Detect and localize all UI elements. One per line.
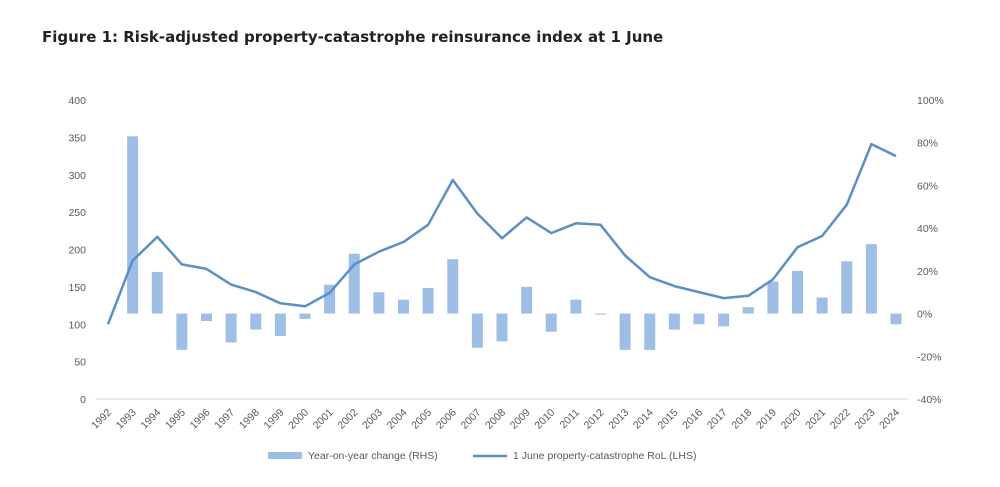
x-tick-label: 2022	[828, 407, 853, 432]
bar-2002	[348, 253, 360, 314]
x-tick-label: 2002	[335, 407, 360, 432]
legend: Year-on-year change (RHS) 1 June propert…	[268, 450, 696, 462]
right-tick-label: 60%	[917, 180, 938, 192]
right-axis-ticks: -40% -20% 0% 20% 40% 60% 80% 100%	[917, 95, 944, 406]
left-tick-label: 350	[68, 132, 86, 144]
bar-1998	[250, 313, 262, 330]
bar-2001	[324, 284, 336, 314]
x-tick-label: 2019	[754, 407, 779, 432]
x-tick-label: 1998	[237, 407, 262, 432]
bar-2009	[521, 286, 533, 314]
x-tick-label: 2018	[729, 407, 754, 432]
bar-2021	[816, 297, 828, 314]
right-tick-label: 80%	[917, 138, 938, 150]
rol-line-series	[106, 142, 897, 325]
bar-1995	[176, 313, 188, 350]
bar-2000	[299, 313, 311, 319]
bar-2023	[865, 244, 877, 314]
bar-1997	[225, 313, 237, 343]
x-tick-label: 2008	[483, 407, 508, 432]
bar-1999	[274, 313, 286, 336]
x-tick-label: 2024	[877, 407, 902, 432]
x-tick-label: 2006	[434, 407, 459, 432]
legend-bar-swatch	[268, 452, 302, 459]
x-tick-label: 1992	[89, 407, 114, 432]
legend-line-label: 1 June property-catastrophe RoL (LHS)	[513, 450, 696, 462]
x-tick-label: 2016	[680, 407, 705, 432]
bar-2010	[545, 313, 557, 332]
x-tick-label: 2014	[631, 407, 656, 432]
bar-2018	[742, 307, 754, 314]
bar-2015	[668, 313, 680, 330]
bar-2005	[422, 287, 434, 314]
x-tick-label: 2013	[606, 407, 631, 432]
x-tick-label: 2023	[852, 407, 877, 432]
bar-2019	[767, 281, 779, 314]
bar-1993	[127, 136, 139, 314]
bar-2003	[373, 292, 385, 314]
left-axis-ticks: 0 50 100 150 200 250 300 350 400	[68, 95, 86, 406]
x-tick-label: 1993	[114, 407, 139, 432]
bar-2013	[619, 313, 631, 350]
x-tick-label: 2012	[582, 407, 607, 432]
bar-2017	[718, 313, 730, 327]
x-axis-ticks: 1992 1993 1994 1995 1996 1997 1998 1999 2000 2001…	[89, 407, 902, 432]
bar-2022	[841, 261, 853, 314]
bar-2004	[398, 299, 409, 314]
bar-1994	[151, 271, 163, 314]
x-tick-label: 2007	[458, 407, 483, 432]
x-tick-label: 2011	[558, 407, 583, 432]
bar-2008	[496, 313, 508, 342]
x-tick-label: 1996	[188, 407, 213, 432]
left-tick-label: 50	[74, 357, 86, 369]
bar-2007	[471, 313, 483, 348]
left-tick-label: 250	[68, 207, 86, 219]
x-tick-label: 2020	[779, 407, 804, 432]
chart-title: Figure 1: Risk-adjusted property-catastr…	[42, 28, 664, 46]
bar-2020	[792, 270, 803, 314]
x-tick-label: 2000	[286, 407, 311, 432]
left-tick-label: 300	[68, 170, 86, 182]
bar-1996	[201, 313, 212, 322]
x-tick-label: 2009	[508, 407, 533, 432]
left-tick-label: 150	[68, 282, 86, 294]
x-tick-label: 2010	[532, 407, 557, 432]
bar-2006	[447, 259, 459, 314]
x-tick-label: 2017	[705, 407, 730, 432]
left-tick-label: 400	[68, 95, 86, 107]
legend-bar-label: Year-on-year change (RHS)	[308, 450, 438, 462]
bar-2012	[595, 313, 606, 315]
bar-2016	[693, 313, 705, 325]
bar-series	[127, 136, 902, 350]
x-tick-label: 2004	[385, 407, 410, 432]
x-tick-label: 2015	[655, 407, 680, 432]
bar-2014	[644, 313, 656, 350]
bar-2011	[570, 299, 582, 314]
left-tick-label: 200	[68, 245, 86, 257]
x-tick-label: 2001	[311, 407, 336, 432]
right-tick-label: 100%	[917, 95, 944, 107]
left-tick-label: 100	[68, 319, 86, 331]
right-tick-label: -20%	[917, 351, 942, 363]
x-tick-label: 2021	[803, 407, 828, 432]
x-tick-label: 1999	[261, 407, 286, 432]
x-tick-label: 2005	[409, 407, 434, 432]
right-tick-label: 0%	[917, 309, 932, 321]
right-tick-label: -40%	[917, 394, 942, 406]
x-tick-label: 1994	[138, 407, 163, 432]
bar-2024	[890, 313, 902, 325]
right-tick-label: 20%	[917, 266, 938, 278]
left-tick-label: 0	[80, 394, 86, 406]
x-tick-label: 1997	[212, 407, 237, 432]
x-tick-label: 1995	[163, 407, 188, 432]
x-tick-label: 2003	[360, 407, 385, 432]
right-tick-label: 40%	[917, 223, 938, 235]
